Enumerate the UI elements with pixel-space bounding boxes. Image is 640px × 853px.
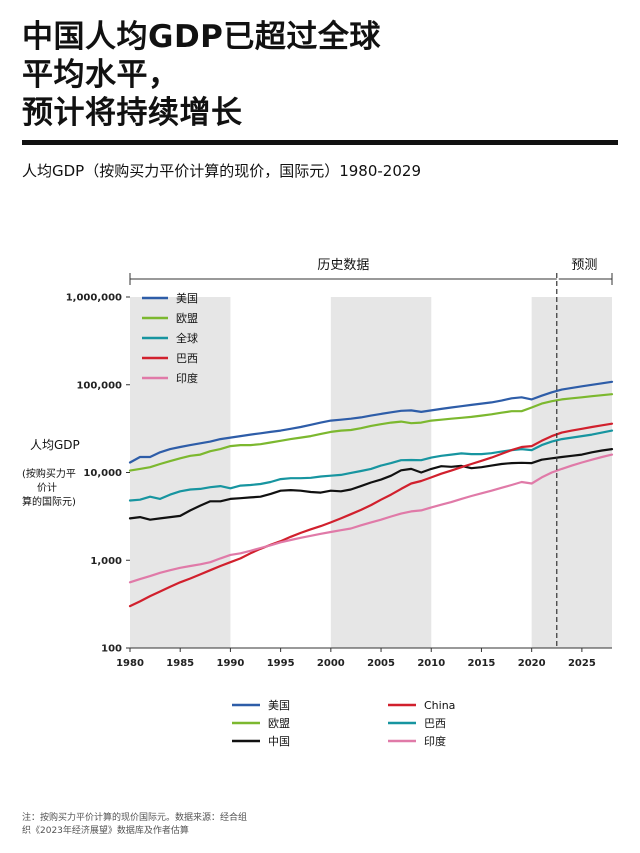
legend-bottom-label-4: 巴西 (424, 717, 446, 730)
series-line-1 (128, 393, 614, 472)
x-tick-label-4: 2000 (317, 658, 345, 669)
legend-bottom-label-2: 中国 (268, 735, 290, 748)
headline: 中国人均GDP已超过全球 平均水平， 预计将持续增长 (22, 18, 622, 132)
x-tick-label-8: 2020 (518, 658, 546, 669)
x-tick-label-3: 1995 (267, 658, 295, 669)
chart-subtitle: 人均GDP（按购买力平价计算的现价，国际元）1980-2029 (22, 162, 421, 180)
x-tick-label-5: 2005 (367, 658, 395, 669)
legend-bottom-label-5: 印度 (424, 734, 446, 748)
y-tick-label-0: 100 (101, 644, 122, 655)
series-line-2 (128, 429, 614, 502)
y-axis-label-4: 算的国际元) (22, 495, 76, 508)
series-line-0 (128, 380, 614, 464)
x-tick-label-2: 1990 (216, 658, 244, 669)
legend-inner-label-1: 欧盟 (176, 312, 198, 325)
legend-bottom-label-3: China (424, 699, 455, 712)
x-tick-label-9: 2025 (568, 658, 596, 669)
headline-line-3: 预计将持续增长 (22, 95, 243, 131)
legend-bottom-label-1: 欧盟 (268, 717, 290, 730)
source-line-2: 织《2023年经济展望》数据库及作者估算 (22, 826, 189, 836)
legend-bottom-label-0: 美国 (268, 699, 290, 712)
history-label: 历史数据 (317, 258, 369, 273)
source-note: 注：按购买力平价计算的现价国际元。数据来源：经合组 织《2023年经济展望》数据… (22, 812, 322, 838)
shaded-band-0 (130, 297, 231, 648)
legend-inner-label-3: 巴西 (176, 352, 198, 365)
y-axis-label-3: 价计 (37, 481, 57, 494)
x-tick-label-7: 2015 (468, 658, 496, 669)
y-axis-label-1: 人均GDP (30, 438, 80, 452)
series-line-3 (128, 448, 614, 521)
y-tick-label-4: 1,000,000 (66, 293, 122, 304)
forecast-label: 预测 (571, 258, 597, 273)
gdp-chart: 历史数据 预测 100 1,000 10,000 100,000 1,000,000 1980… (22, 258, 614, 748)
legend-inner-label-0: 美国 (176, 292, 198, 305)
y-axis-label-2: (按购买力平 (22, 467, 76, 480)
y-tick-label-2: 10,000 (83, 468, 122, 479)
x-tick-label-0: 1980 (116, 658, 144, 669)
shaded-band-1 (330, 297, 432, 648)
headline-line-2: 平均水平， (22, 57, 180, 93)
y-tick-label-3: 100,000 (76, 380, 122, 391)
series-line-4 (128, 422, 614, 608)
source-line-1: 注：按购买力平价计算的现价国际元。数据来源：经合组 (22, 813, 248, 823)
series-line-6 (128, 453, 614, 584)
legend-inner-label-2: 全球 (176, 331, 198, 345)
shaded-band-2 (531, 297, 612, 648)
headline-line-1: 中国人均GDP已超过全球 (22, 19, 381, 55)
x-tick-label-1: 1985 (166, 658, 194, 669)
legend-inner-label-4: 印度 (176, 371, 198, 385)
y-tick-label-1: 1,000 (90, 556, 122, 567)
x-tick-label-6: 2010 (417, 658, 445, 669)
title-rule (22, 140, 618, 145)
